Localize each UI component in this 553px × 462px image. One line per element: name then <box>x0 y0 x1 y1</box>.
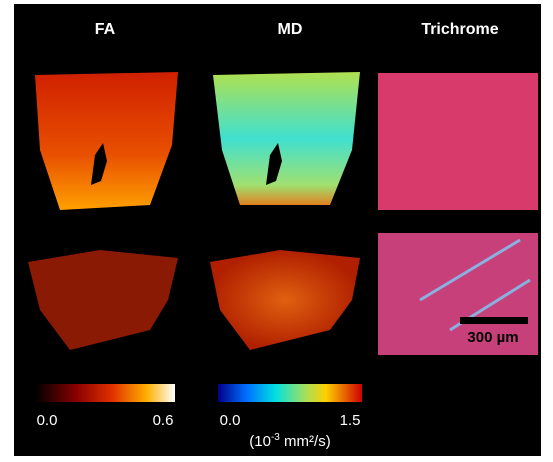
md-map-top <box>213 72 360 205</box>
column-title: Trichrome <box>421 21 498 38</box>
colorbar-units: (10-3 mm²/s) <box>249 432 330 450</box>
fa-colorbar <box>35 384 175 402</box>
trichrome-top <box>378 73 538 210</box>
md-colorbar <box>218 384 362 402</box>
figure: FA MD Trichrome 300 µm 0.0 0.6 0.0 1.5 (… <box>0 0 553 462</box>
column-title: FA <box>95 21 116 38</box>
scale-bar-label: 300 µm <box>467 329 518 346</box>
units-suffix: mm²/s) <box>280 433 331 450</box>
colorbar-min: 0.0 <box>37 412 58 429</box>
colorbar-min: 0.0 <box>220 412 241 429</box>
scale-bar <box>460 317 528 324</box>
colorbar-max: 0.6 <box>153 412 174 429</box>
colorbar-max: 1.5 <box>340 412 361 429</box>
units-prefix: (10 <box>249 433 271 450</box>
column-title: MD <box>278 21 303 38</box>
